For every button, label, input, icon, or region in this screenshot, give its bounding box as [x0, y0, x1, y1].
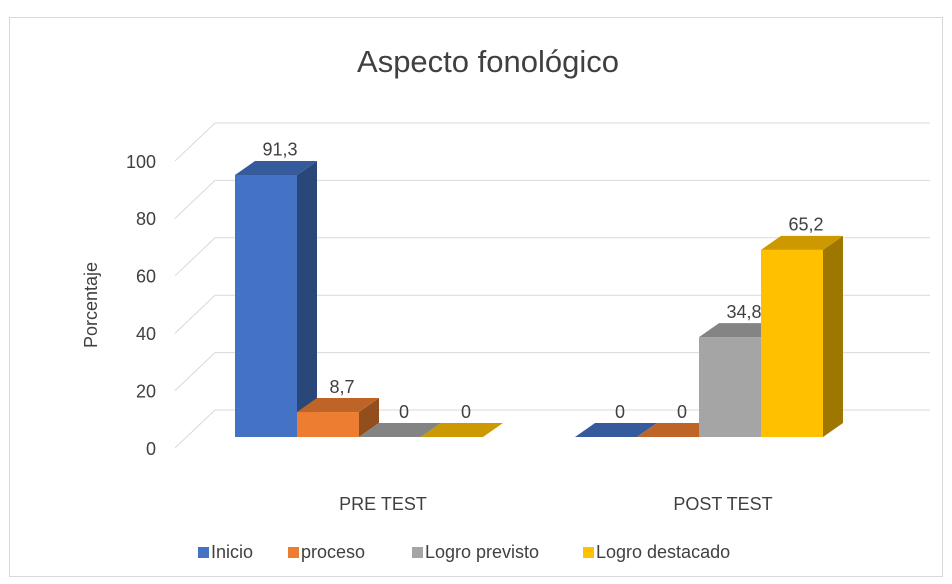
data-label: 91,3	[262, 140, 297, 160]
legend-swatch	[288, 547, 299, 558]
data-label: 0	[461, 402, 471, 422]
bar-top	[421, 423, 503, 437]
y-tick-label: 60	[136, 267, 156, 287]
legend-swatch	[412, 547, 423, 558]
y-axis-label: Porcentaje	[81, 262, 101, 348]
legend-swatch	[198, 547, 209, 558]
bar	[297, 412, 359, 437]
bar	[699, 337, 761, 437]
bar	[235, 174, 297, 437]
data-label: 34,8	[726, 302, 761, 322]
grid-line	[174, 179, 930, 219]
data-label: 0	[615, 402, 625, 422]
grid-line	[174, 237, 930, 277]
y-tick-label: 40	[136, 324, 156, 344]
bar-top	[235, 160, 317, 175]
bar-top	[637, 423, 719, 437]
legend-label: Inicio	[211, 542, 253, 562]
grid-line	[174, 294, 930, 334]
bar-top	[575, 423, 657, 437]
y-tick-label: 20	[136, 381, 156, 401]
bar-top	[761, 235, 843, 250]
grid-line	[174, 352, 930, 391]
legend-label: proceso	[301, 542, 365, 562]
bar-side	[297, 160, 317, 437]
data-label: 0	[399, 402, 409, 422]
grid-line	[174, 409, 930, 449]
chart-title: Aspecto fonológico	[357, 44, 619, 79]
grid-line	[174, 122, 930, 162]
data-label: 0	[677, 402, 687, 422]
bar-top	[297, 398, 379, 413]
legend-label: Logro destacado	[596, 542, 730, 562]
bar-side	[823, 235, 843, 437]
x-tick-label: POST TEST	[673, 494, 772, 514]
y-tick-label: 100	[126, 152, 156, 172]
bar-top	[359, 423, 441, 437]
bar-top	[699, 323, 781, 338]
y-tick-label: 80	[136, 209, 156, 229]
data-label: 65,2	[788, 215, 823, 235]
bar-side	[359, 398, 379, 437]
legend-swatch	[583, 547, 594, 558]
data-label: 8,7	[329, 377, 354, 397]
y-tick-label: 0	[146, 439, 156, 459]
x-tick-label: PRE TEST	[339, 494, 427, 514]
bar	[761, 249, 823, 437]
legend-label: Logro previsto	[425, 542, 539, 562]
